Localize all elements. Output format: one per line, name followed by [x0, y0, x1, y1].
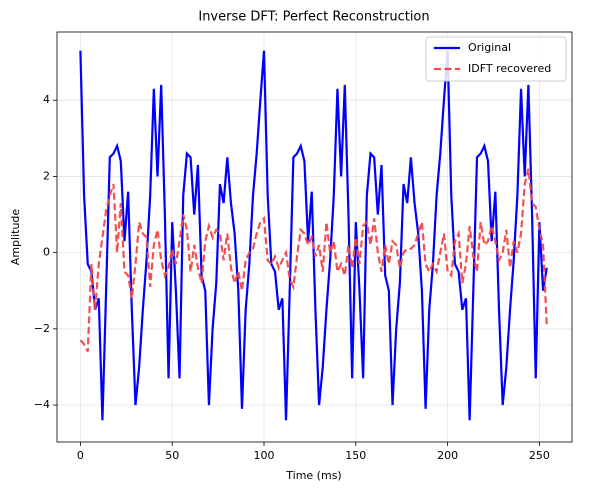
y-tick-label: −4 — [34, 398, 50, 411]
legend-label: Original — [468, 41, 511, 54]
y-axis-label: Amplitude — [9, 209, 22, 266]
x-tick-label: 200 — [437, 449, 458, 462]
x-tick-label: 150 — [345, 449, 366, 462]
x-tick-label: 250 — [529, 449, 550, 462]
legend-box — [425, 36, 567, 82]
y-tick-label: 0 — [43, 246, 50, 259]
legend-label: IDFT recovered — [468, 62, 551, 75]
line-series — [79, 50, 548, 421]
line-series — [79, 168, 548, 353]
x-tick-label: 50 — [165, 449, 179, 462]
y-tick-label: −2 — [34, 322, 50, 335]
plot-frame — [56, 31, 573, 443]
y-tick-label: 2 — [43, 169, 50, 182]
legend: Original IDFT recovered — [425, 36, 567, 82]
x-axis-label: Time (ms) — [285, 469, 341, 482]
x-tick-label: 100 — [254, 449, 275, 462]
x-tick-label: 0 — [77, 449, 84, 462]
y-tick-label: 4 — [43, 93, 50, 106]
chart-title: Inverse DFT: Perfect Reconstruction — [198, 10, 429, 25]
